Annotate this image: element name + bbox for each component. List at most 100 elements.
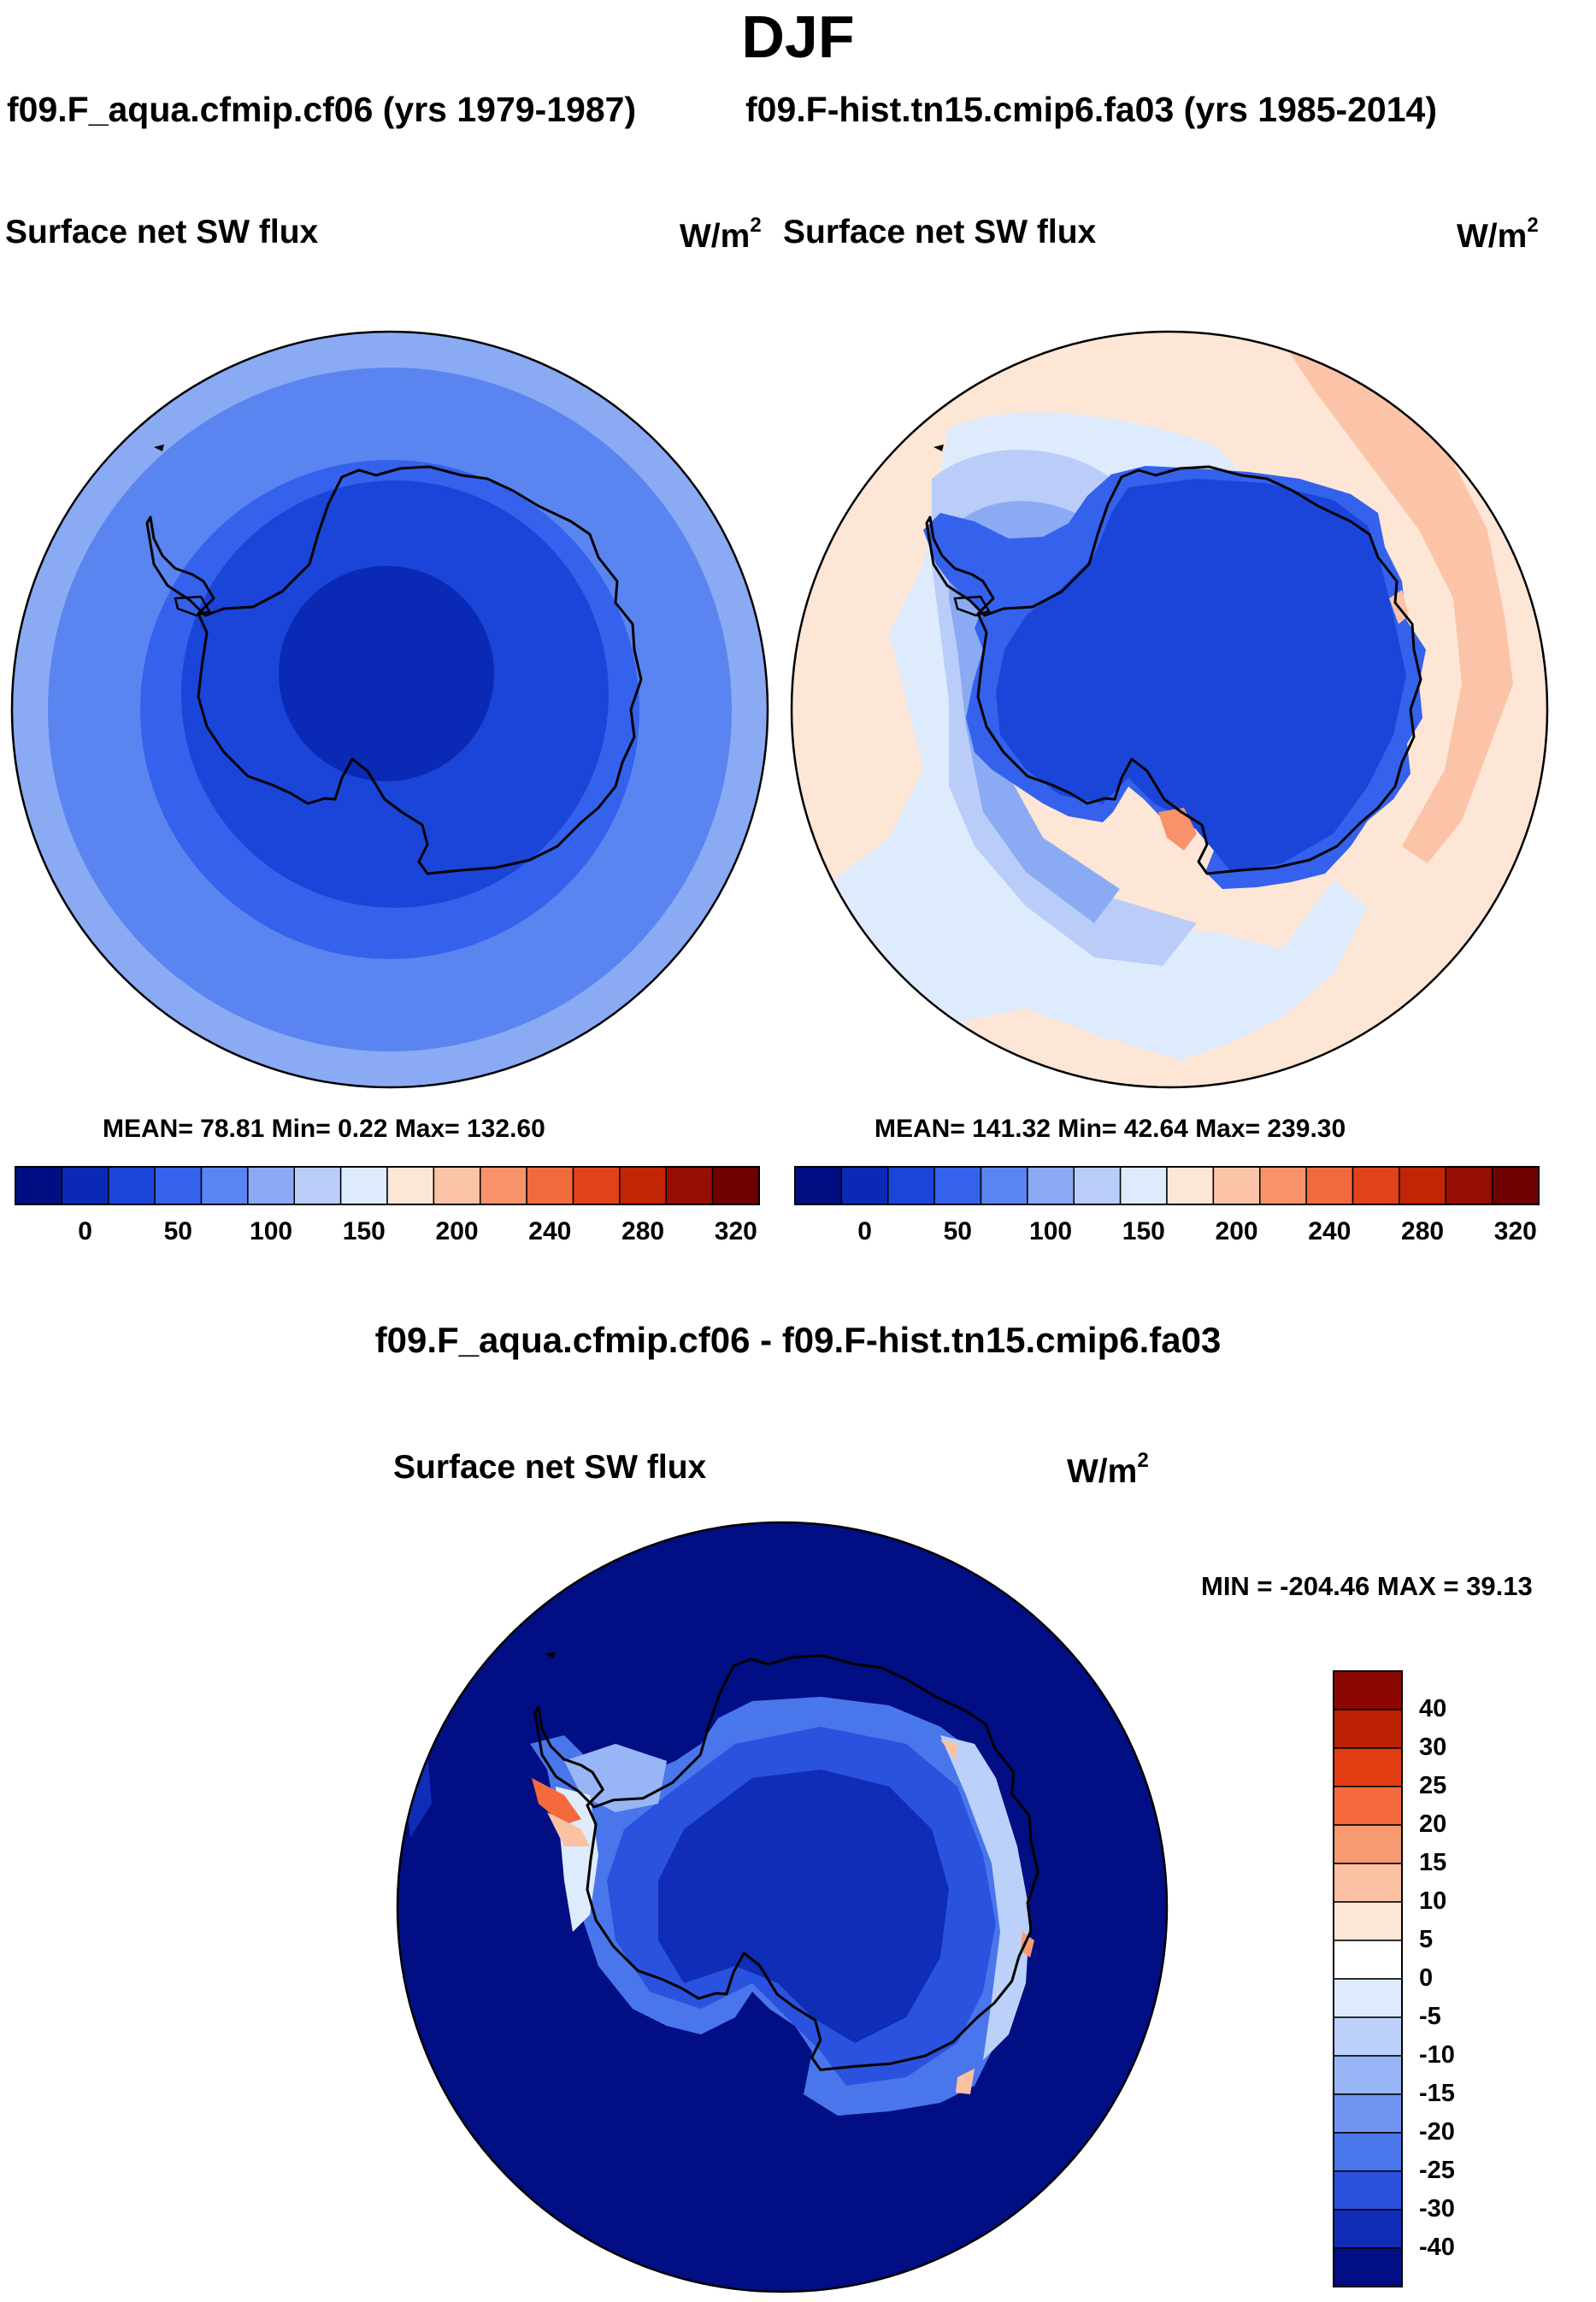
colorbar-diff-box-0	[1333, 1670, 1403, 1710]
colorbar-right-tick-label: 320	[1493, 1217, 1537, 1245]
map-left	[10, 330, 769, 1089]
colorbar-left-box-3	[154, 1166, 203, 1205]
colorbar-diff-box-4	[1333, 1824, 1403, 1864]
colorbar-diff-box-7	[1333, 1940, 1403, 1980]
colorbar-diff-tick-label: -15	[1419, 2080, 1455, 2107]
colorbar-diff-tick-label: 25	[1419, 1772, 1447, 1799]
case-title-left: f09.F_aqua.cfmip.cf06 (yrs 1979-1987)	[7, 90, 637, 129]
antarctica-coastline-right	[925, 465, 1422, 875]
colorbar-right-box-7	[1119, 1166, 1168, 1205]
colorbar-left-box-1	[61, 1166, 109, 1205]
colorbar-left-box-9	[433, 1166, 481, 1205]
colorbar-right-box-15	[1491, 1166, 1540, 1205]
colorbar-diff-tick-label: 0	[1419, 1964, 1434, 1992]
colorbar-left-box-12	[572, 1166, 621, 1205]
map-diff-peninsula-warm2	[547, 1812, 590, 1846]
colorbar-left-box-13	[619, 1166, 667, 1205]
colorbar-diff-tick-label: 5	[1419, 1926, 1434, 1953]
colorbar-left-tick-label: 50	[163, 1217, 192, 1245]
colorbar-right-box-14	[1445, 1166, 1493, 1205]
colorbar-diff-tick-label: 40	[1419, 1695, 1447, 1722]
colorbar-right-box-4	[980, 1166, 1028, 1205]
colorbar-diff-box-9	[1333, 2016, 1403, 2057]
panel1-units: W/m2	[680, 214, 762, 255]
colorbar-left-box-11	[526, 1166, 574, 1205]
colorbar-right-tick-label: 240	[1308, 1217, 1352, 1245]
colorbar-diff-tick-label: 15	[1419, 1849, 1447, 1876]
island-left	[154, 445, 164, 451]
colorbar-left-box-5	[247, 1166, 295, 1205]
map-left-border	[10, 330, 769, 1089]
case-title-right: f09.F-hist.tn15.cmip6.fa03 (yrs 1985-201…	[745, 90, 1437, 129]
colorbar-right-box-3	[933, 1166, 982, 1205]
diff-variable: Surface net SW flux	[393, 1449, 707, 1486]
colorbar-right-box-12	[1352, 1166, 1400, 1205]
colorbar-diff-tick-label: -25	[1419, 2157, 1455, 2184]
colorbar-diff-box-3	[1333, 1786, 1403, 1826]
colorbar-diff-box-6	[1333, 1901, 1403, 1941]
colorbar-right-box-0	[794, 1166, 843, 1205]
colorbar-diff-box-1	[1333, 1709, 1403, 1749]
island-right	[933, 445, 944, 451]
colorbar-diff-box-5	[1333, 1863, 1403, 1903]
colorbar-left-tick-label: 150	[342, 1217, 386, 1245]
panel2-stats: MEAN= 141.32 Min= 42.64 Max= 239.30	[875, 1115, 1346, 1143]
colorbar-right-tick-label: 150	[1122, 1217, 1165, 1245]
colorbar-right-tick-label: 0	[857, 1217, 872, 1245]
panel1-variable: Surface net SW flux	[5, 214, 319, 250]
map-right-warm-patch-shelf	[1158, 808, 1197, 851]
colorbar-left-tick-label: 320	[714, 1217, 757, 1245]
panel2-variable: Surface net SW flux	[783, 214, 1097, 250]
colorbar-left-tick-label: 100	[250, 1217, 293, 1245]
map-diff-east-coast-light	[940, 1735, 1030, 2060]
colorbar-diff-tick-label: -5	[1419, 2003, 1441, 2030]
colorbar-right-frame	[794, 1166, 1540, 1205]
colorbar-diff-tick-label: 30	[1419, 1734, 1447, 1761]
colorbar-right-tick-label: 280	[1401, 1217, 1445, 1245]
colorbar-left-frame	[15, 1166, 760, 1205]
colorbar-right-tick-label: 50	[943, 1217, 972, 1245]
colorbar-right-box-1	[840, 1166, 889, 1205]
colorbar-left-box-10	[480, 1166, 527, 1205]
map-right-warm-patch-east	[1282, 342, 1513, 863]
colorbar-left-tick-label: 240	[528, 1217, 572, 1245]
colorbar-right-box-13	[1399, 1166, 1446, 1205]
colorbar-left-box-0	[15, 1166, 63, 1205]
colorbar-diff-frame	[1333, 1670, 1403, 2287]
panel2-units: W/m2	[1457, 214, 1539, 255]
colorbar-left-box-14	[665, 1166, 714, 1205]
colorbar-diff-box-2	[1333, 1747, 1403, 1787]
colorbar-diff-box-10	[1333, 2055, 1403, 2095]
colorbar-left-tick-label: 280	[621, 1217, 665, 1245]
colorbar-diff	[1333, 1670, 1403, 2287]
map-right-warm-patch-west	[795, 427, 821, 513]
map-diff-east-coast-warm2	[956, 2069, 975, 2094]
map-diff-east-coast-warm3	[940, 1740, 957, 1761]
diff-title: f09.F_aqua.cfmip.cf06 - f09.F-hist.tn15.…	[374, 1320, 1222, 1360]
colorbar-right	[794, 1166, 1540, 1205]
colorbar-right-box-6	[1073, 1166, 1122, 1205]
colorbar-left-tick-label: 200	[435, 1217, 479, 1245]
colorbar-diff-box-15	[1333, 2247, 1403, 2287]
colorbar-right-box-2	[887, 1166, 935, 1205]
colorbar-diff-tick-label: -30	[1419, 2195, 1455, 2223]
colorbar-right-box-5	[1027, 1166, 1075, 1205]
antarctica-coastline-left	[145, 465, 643, 875]
diff-minmax: MIN = -204.46 MAX = 39.13	[1201, 1571, 1533, 1601]
map-left-band-0-25	[279, 566, 494, 781]
diff-units: W/m2	[1067, 1449, 1149, 1490]
colorbar-diff-tick-label: -10	[1419, 2041, 1455, 2069]
colorbar-diff-tick-label: 10	[1419, 1887, 1447, 1915]
colorbar-right-box-8	[1166, 1166, 1215, 1205]
panel1-stats: MEAN= 78.81 Min= 0.22 Max= 132.60	[103, 1115, 545, 1143]
colorbar-left-box-2	[108, 1166, 156, 1205]
map-right	[790, 330, 1549, 1089]
map-right-border	[790, 330, 1549, 1089]
figure-title: DJF	[741, 3, 855, 70]
map-diff-continent-core	[658, 1769, 949, 2043]
colorbar-left-box-8	[386, 1166, 435, 1205]
colorbar-right-box-9	[1212, 1166, 1261, 1205]
colorbar-left-tick-label: 0	[78, 1217, 92, 1245]
colorbar-left-box-15	[711, 1166, 760, 1205]
